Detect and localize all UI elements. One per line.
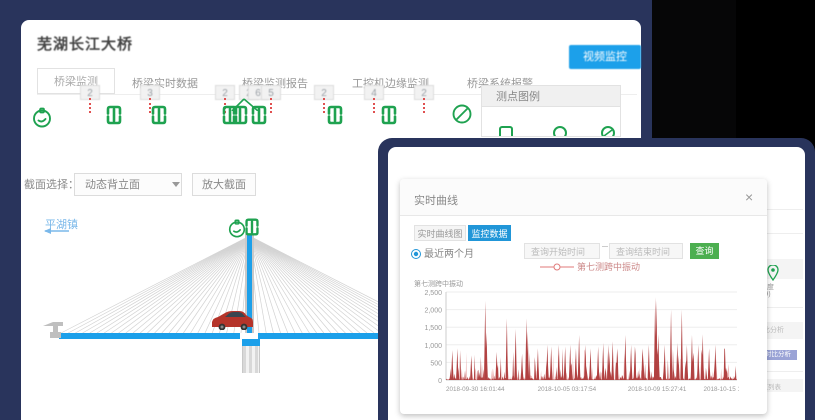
- svg-text:2,000: 2,000: [424, 308, 442, 315]
- svg-text:500: 500: [430, 360, 442, 367]
- svg-text:2,500: 2,500: [424, 290, 442, 297]
- svg-text:2018-10-09 15:27:41: 2018-10-09 15:27:41: [628, 386, 687, 393]
- svg-text:1,000: 1,000: [424, 343, 442, 350]
- svg-text:1,500: 1,500: [424, 325, 442, 332]
- svg-text:0: 0: [438, 378, 442, 385]
- svg-text:2018-10-15 11:03:41: 2018-10-15 11:03:41: [704, 386, 739, 393]
- svg-text:2018-09-30 16:01:44: 2018-09-30 16:01:44: [446, 386, 505, 393]
- svg-text:2018-10-05 03:17:54: 2018-10-05 03:17:54: [538, 386, 597, 393]
- svg-text:第七测跨中振动: 第七测跨中振动: [414, 279, 463, 288]
